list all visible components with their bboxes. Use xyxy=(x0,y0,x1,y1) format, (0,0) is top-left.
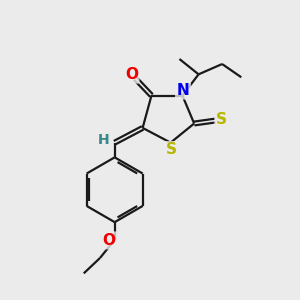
Text: H: H xyxy=(98,133,109,147)
Text: S: S xyxy=(166,142,177,158)
Text: O: O xyxy=(102,233,115,248)
Text: O: O xyxy=(125,67,138,82)
Text: O: O xyxy=(125,67,138,82)
Text: S: S xyxy=(166,142,177,158)
Text: N: N xyxy=(177,83,189,98)
Text: O: O xyxy=(102,233,115,248)
Text: N: N xyxy=(177,83,189,98)
Text: H: H xyxy=(98,133,109,147)
Text: S: S xyxy=(216,112,227,127)
Text: S: S xyxy=(216,112,227,127)
